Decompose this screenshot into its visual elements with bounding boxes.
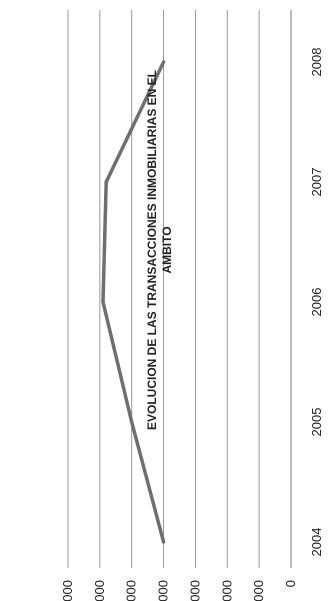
y-tick-label: 7000 — [60, 580, 75, 601]
x-tick-labels: 2004 2005 2006 2007 2008 — [309, 48, 324, 557]
y-tick-labels: 7000 6000 5000 4000 3000 2000 1000 0 — [60, 580, 298, 601]
gridlines — [67, 10, 292, 568]
x-tick-label: 2008 — [309, 48, 324, 77]
x-tick-label: 2004 — [309, 528, 324, 557]
y-tick-label: 3000 — [187, 580, 202, 601]
y-tick-label: 1000 — [251, 580, 266, 601]
y-tick-label: 2000 — [219, 580, 234, 601]
y-tick-label: 0 — [283, 580, 298, 587]
y-tick-label: 4000 — [156, 580, 171, 601]
x-tick-label: 2007 — [309, 168, 324, 197]
y-tick-label: 5000 — [124, 580, 139, 601]
y-tick-label: 6000 — [92, 580, 107, 601]
chart-title-line-1: EVOLUCION DE LAS TRANSACCIONES INMOBILIA… — [145, 70, 159, 430]
x-tick-label: 2005 — [309, 408, 324, 437]
x-tick-label: 2006 — [309, 288, 324, 317]
chart-title-line-2: AMBITO — [160, 226, 174, 273]
series-group — [101, 60, 166, 544]
